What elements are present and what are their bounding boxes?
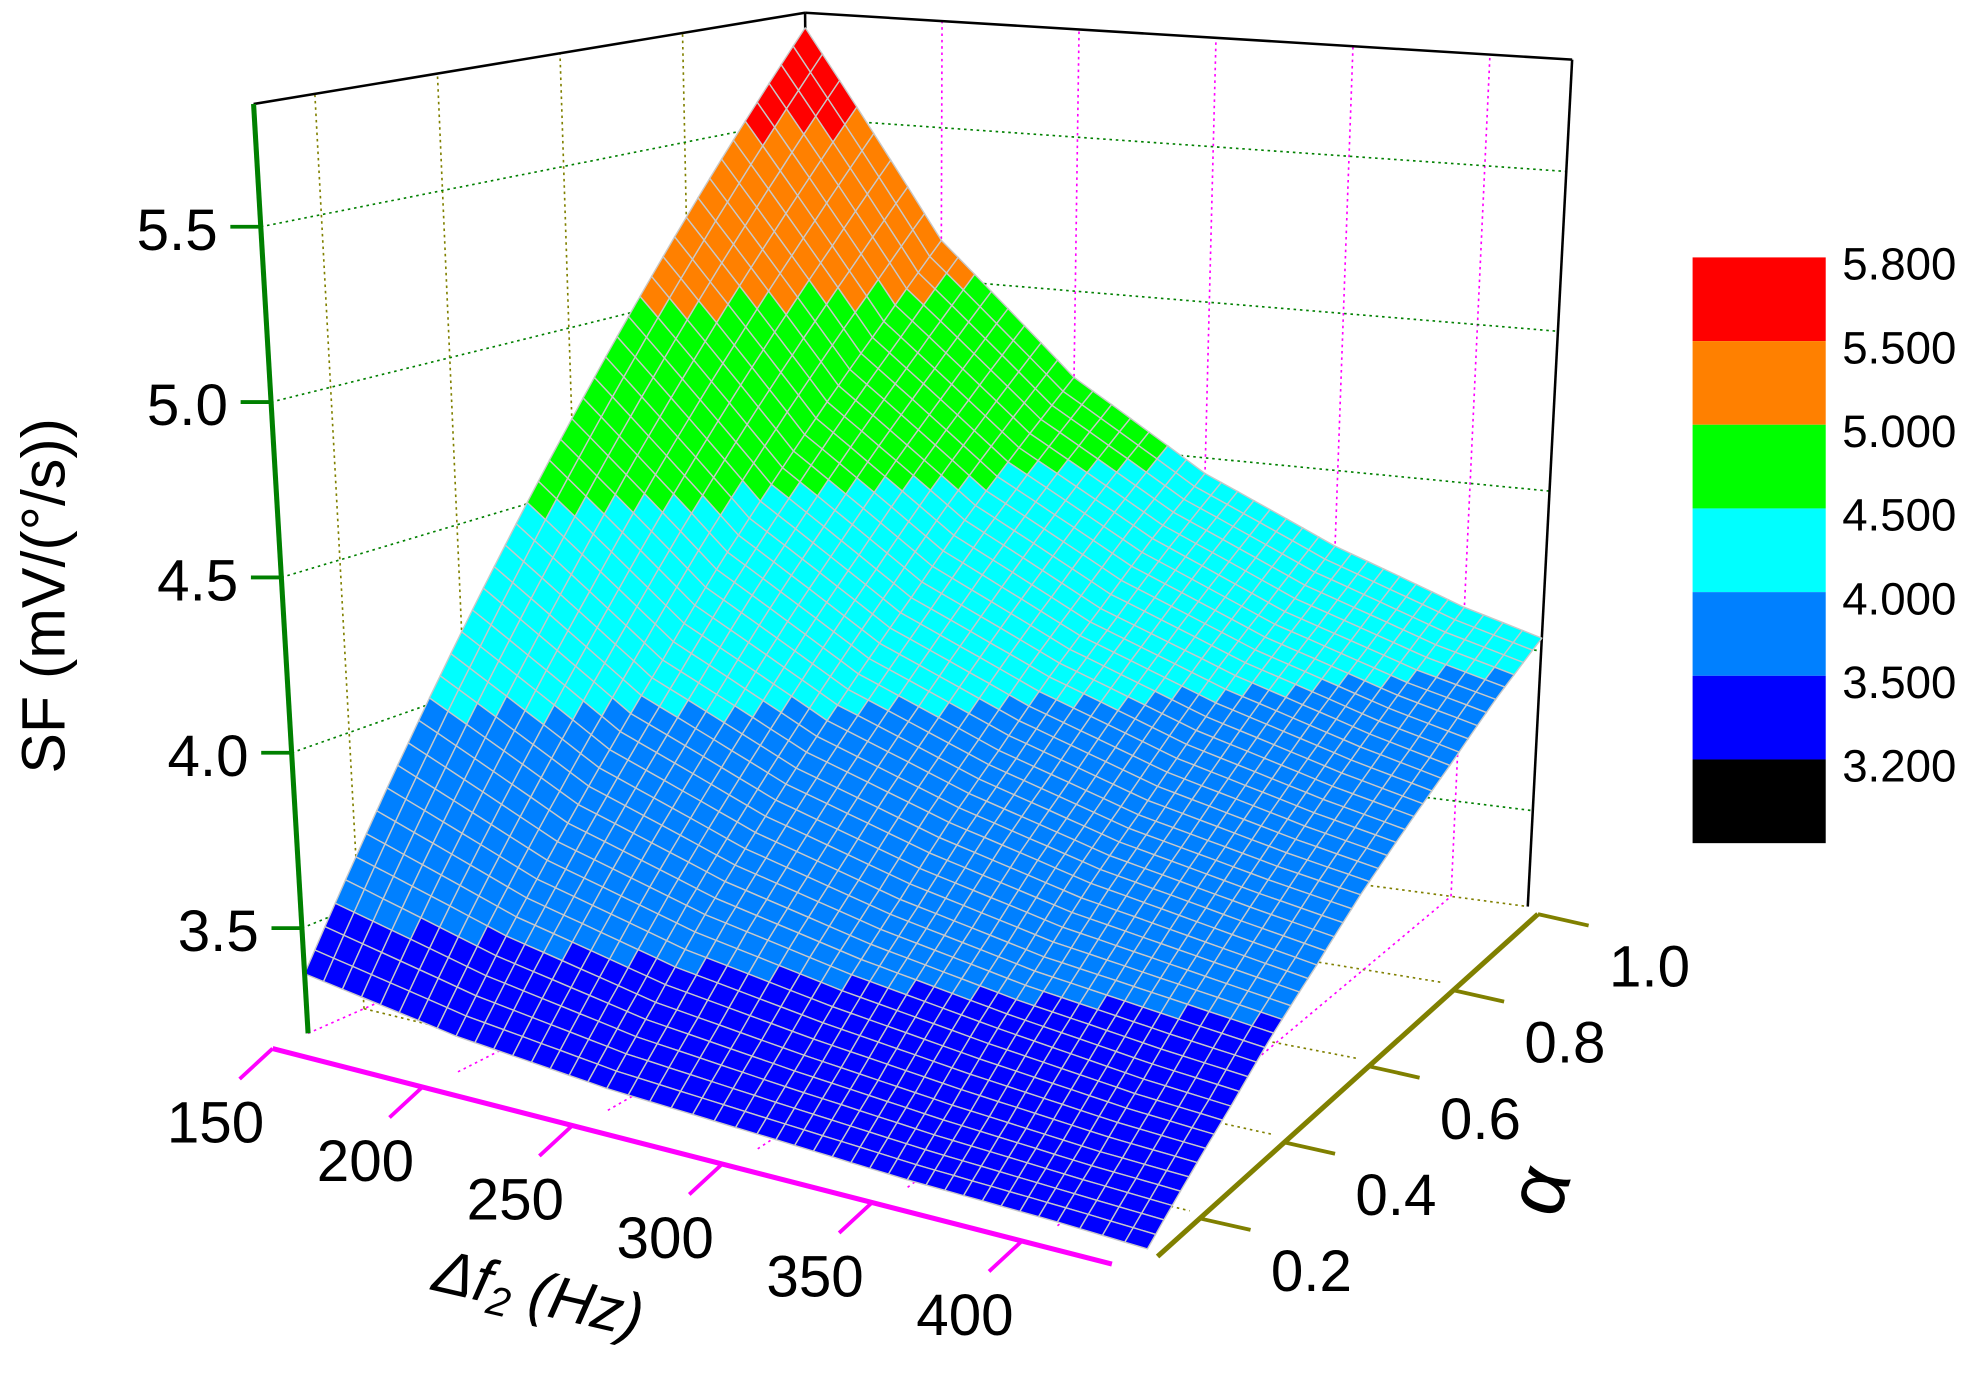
y-tick [1368, 1064, 1420, 1080]
colorbar-label: 5.500 [1842, 322, 1956, 373]
x-tick-label: 350 [766, 1245, 863, 1310]
box-edge [805, 11, 1573, 61]
z-tick-label: 4.0 [167, 724, 248, 789]
x-tick [837, 1201, 874, 1235]
y-tick-label: 0.2 [1271, 1239, 1352, 1304]
x-tick [388, 1085, 424, 1119]
colorbar-block [1692, 592, 1826, 676]
colorbar-label: 5.800 [1842, 239, 1956, 290]
colorbar-block [1692, 424, 1826, 509]
z-axis-line [251, 103, 311, 1034]
z-tick-label: 5.5 [137, 198, 218, 263]
x-tick-label: 150 [167, 1091, 264, 1156]
y-tick-label: 0.6 [1440, 1087, 1521, 1152]
y-axis-line [1155, 912, 1540, 1259]
x-tick [987, 1239, 1024, 1273]
box-edge [1526, 59, 1574, 907]
y-tick-label: 0.4 [1355, 1163, 1436, 1228]
colorbar-label: 4.500 [1842, 490, 1956, 541]
x-tick-label: 300 [617, 1206, 714, 1271]
grid-line [807, 268, 1558, 333]
grid-line [1194, 37, 1217, 863]
colorbar-block [1692, 257, 1826, 342]
y-tick [1199, 1216, 1251, 1232]
grid-line [699, 859, 1444, 984]
y-tick [1452, 988, 1505, 1004]
z-axis-title: SF (mV/(°/s)) [9, 418, 77, 774]
colorbar-block [1692, 675, 1826, 760]
axes-layer: 3.54.04.55.05.51502002503003504000.20.40… [137, 103, 1690, 1348]
z-tick-label: 3.5 [178, 899, 259, 964]
z-tick-label: 4.5 [157, 548, 238, 613]
colorbar: 5.800 5.500 5.000 4.500 4.000 3.500 3.200 [1692, 239, 1956, 844]
colorbar-block [1692, 341, 1826, 425]
x-axis-title-unit: (Hz) [523, 1258, 650, 1350]
z-tick-label: 5.0 [147, 373, 228, 438]
box-edge [253, 11, 806, 106]
colorbar-block [1692, 759, 1826, 844]
x-tick-label: 200 [317, 1129, 414, 1194]
surface-patch [1124, 1227, 1157, 1250]
grid-line [1450, 54, 1491, 897]
colorbar-label: 3.200 [1842, 741, 1956, 792]
y-tick [1283, 1140, 1336, 1156]
x-tick [538, 1124, 574, 1158]
colorbar-label: 5.000 [1842, 406, 1956, 457]
x-tick [687, 1162, 724, 1196]
colorbar-block [1692, 508, 1826, 593]
x-tick [238, 1047, 274, 1081]
x-tick-label: 400 [916, 1283, 1013, 1348]
grid-line [805, 117, 1567, 173]
colorbar-label: 3.500 [1842, 657, 1956, 708]
colorbar-label: 4.000 [1842, 573, 1956, 624]
x-tick-label: 250 [467, 1168, 564, 1233]
grid-line [260, 117, 807, 228]
y-tick [1537, 912, 1590, 928]
y-tick-label: 0.8 [1524, 1011, 1605, 1076]
y-axis-title: α [1489, 1154, 1589, 1226]
x-axis-line [271, 1046, 1113, 1267]
y-tick-label: 1.0 [1609, 935, 1690, 1000]
surface-layer [303, 27, 1543, 1250]
